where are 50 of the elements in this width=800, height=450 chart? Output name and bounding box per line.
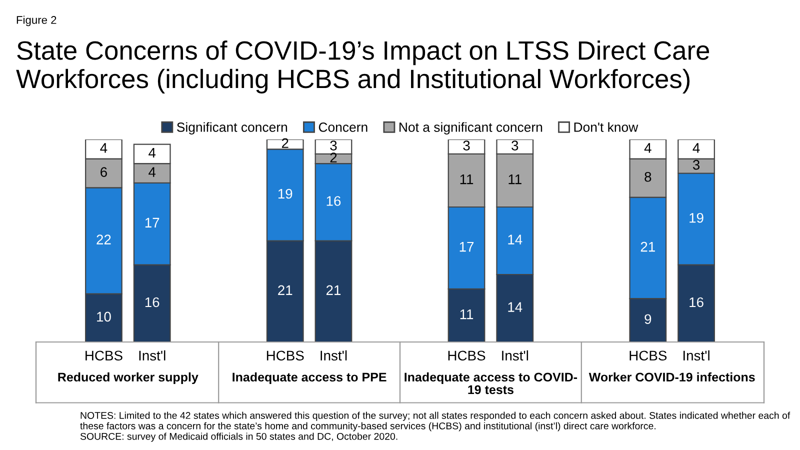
data-label: 11 <box>460 310 474 320</box>
caption: Figure 2 <box>16 16 56 26</box>
data-label: 4 <box>148 167 156 177</box>
data-label: 3 <box>330 140 337 150</box>
data-label: 19 <box>690 212 704 223</box>
text: NOTES: Limited to the 42 states which answered this question of the survey; not all states responded to each concern asked about. States indicated whether each of these factors was a concern for the state’s home and community-based services (HCBS) and institutional (inst’l) direct care workforce. SOURCE: survey of Medicaid officials in 50 states and DC, October 2020. <box>80 412 790 442</box>
data-label: 10 <box>97 312 111 322</box>
data-label: 8 <box>644 172 652 182</box>
data-label: 16 <box>326 196 341 206</box>
text: Inadequate access to COVID- 19 tests <box>404 372 578 394</box>
data-label: 11 <box>508 174 522 184</box>
data-label: 6 <box>100 167 107 177</box>
x-tick-label: HCBS <box>448 350 486 361</box>
data-label: 4 <box>644 143 652 153</box>
data-label: 21 <box>640 242 655 252</box>
x-tick-label: Inst'l <box>320 350 347 361</box>
data-label: 2 <box>282 138 288 148</box>
data-label: 19 <box>278 188 292 199</box>
data-label: 4 <box>692 143 700 153</box>
text: Reduced worker supply <box>58 372 198 384</box>
x-tick-label: HCBS <box>86 350 122 361</box>
data-label: 21 <box>278 285 292 295</box>
data-label: 3 <box>463 140 470 150</box>
chart-title: State Concerns of COVID-19’s Impact on LTSS Direct Care Workforces (including HCBS and Institutional Workforces) <box>16 40 710 94</box>
data-label: 2 <box>330 152 337 162</box>
legend-label: Significant concern <box>177 122 288 134</box>
data-label: 17 <box>145 218 160 228</box>
data-label: 3 <box>512 140 518 150</box>
x-tick-label: HCBS <box>266 350 304 361</box>
legend-label: Not a significant concern <box>400 122 542 134</box>
data-label: 4 <box>148 148 156 158</box>
x-tick-label: Inst'l <box>502 350 528 361</box>
legend-label: Concern <box>318 122 368 132</box>
data-label: 14 <box>508 234 522 244</box>
text: Worker COVID-19 infections <box>588 372 755 382</box>
data-label: 21 <box>326 285 341 295</box>
text: Inadequate access to PPE <box>232 372 386 384</box>
data-label: 14 <box>508 302 522 312</box>
data-label: 16 <box>145 297 160 308</box>
data-label: 3 <box>692 160 700 170</box>
data-label: 4 <box>100 143 108 153</box>
data-label: 11 <box>460 174 474 184</box>
data-label: 9 <box>644 314 652 324</box>
data-label: 17 <box>460 242 474 252</box>
x-tick-label: Inst'l <box>139 350 166 361</box>
x-tick-label: HCBS <box>630 350 667 361</box>
legend-label: Don't know <box>574 122 638 132</box>
data-label: 16 <box>690 297 704 308</box>
data-label: 22 <box>96 234 111 244</box>
x-tick-label: Inst'l <box>684 350 710 361</box>
